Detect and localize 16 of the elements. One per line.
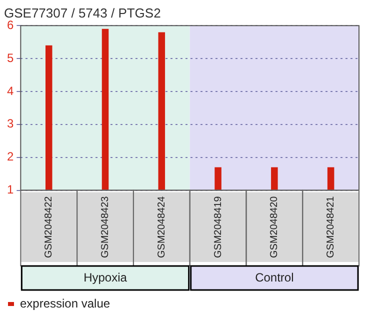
x-tick-label: GSM2048424 [156, 196, 168, 258]
legend-label: expression value [20, 296, 110, 310]
x-tick-label: GSM2048423 [100, 196, 112, 258]
y-tick-label: 2 [6, 150, 14, 164]
text: Control [255, 270, 294, 284]
y-tick-label: 4 [6, 84, 14, 98]
y-tick-label: 3 [6, 116, 14, 131]
y-tick-label: 5 [6, 50, 14, 65]
x-tick-label: GSM2048419 [212, 196, 224, 258]
x-tick-label: GSM2048421 [326, 196, 337, 258]
y-tick-label: 1 [6, 182, 14, 197]
x-tick-label: GSM2048422 [44, 196, 55, 258]
y-tick-label: 6 [6, 18, 14, 32]
chart-title: GSE77307 / 5743 / PTGS2 [4, 5, 161, 20]
x-tick-label: GSM2048420 [269, 196, 280, 258]
text: Hypoxia [84, 270, 128, 284]
